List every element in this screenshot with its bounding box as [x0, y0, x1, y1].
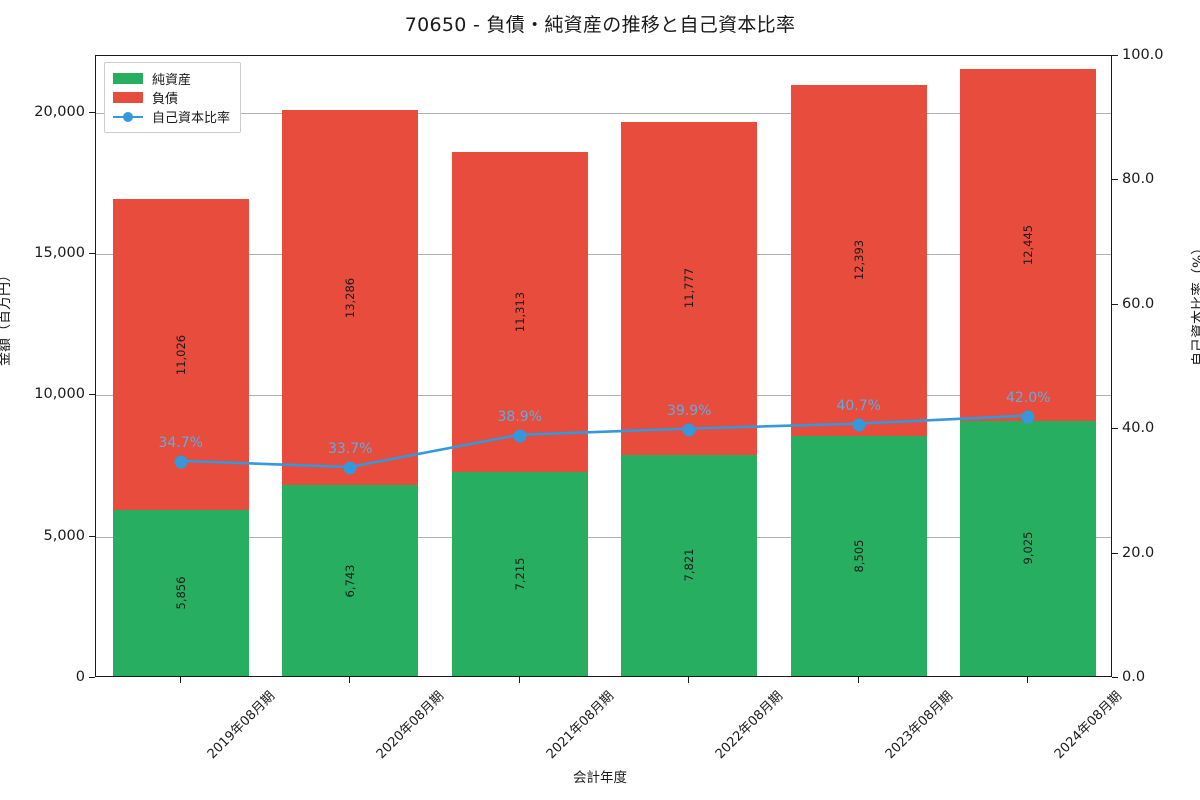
x-tick-mark: [518, 677, 520, 683]
ratio-marker[interactable]: [682, 423, 696, 437]
chart-legend[interactable]: 純資産負債自己資本比率: [104, 62, 242, 133]
x-tick-label: 2024年08月期: [1052, 688, 1126, 763]
legend-swatch-icon: [113, 92, 143, 103]
legend-item-label: 自己資本比率: [152, 111, 231, 126]
legend-item-label: 純資産: [152, 73, 192, 88]
y-tick-label-right: 40.0: [1122, 420, 1155, 437]
bar-segment-equity[interactable]: 6,743: [282, 485, 419, 676]
x-tick-label: 2019年08月期: [204, 688, 278, 763]
ratio-marker[interactable]: [852, 418, 866, 432]
ratio-marker[interactable]: [1021, 410, 1035, 424]
bar-segment-equity[interactable]: 8,505: [790, 435, 927, 676]
y-tick-mark-left: [89, 111, 95, 113]
y-tick-mark-left: [89, 677, 95, 679]
legend-item-label: 負債: [152, 92, 179, 107]
bar-segment-liability[interactable]: 12,393: [790, 85, 927, 436]
x-tick-mark: [857, 677, 859, 683]
gridline: [96, 536, 1111, 538]
chart-title: 70650 - 負債・純資産の推移と自己資本比率: [404, 14, 796, 36]
ratio-value-label: 33.7%: [328, 441, 373, 458]
legend-item[interactable]: 負債: [113, 88, 230, 107]
x-axis-label: 会計年度: [573, 770, 627, 786]
y-tick-mark-left: [89, 535, 95, 537]
ratio-value-label: 34.7%: [158, 435, 203, 452]
y-tick-label-left: 10,000: [34, 386, 85, 403]
bar-segment-equity[interactable]: 9,025: [960, 420, 1097, 676]
x-tick-mark: [1027, 677, 1029, 683]
gridline: [96, 253, 1111, 255]
y-tick-mark-left: [89, 252, 95, 254]
y-tick-mark-right: [1112, 179, 1118, 181]
legend-item[interactable]: 自己資本比率: [113, 107, 230, 126]
x-tick-mark: [349, 677, 351, 683]
bar-segment-liability[interactable]: 11,777: [621, 121, 758, 455]
y-tick-label-right: 20.0: [1122, 544, 1155, 561]
ratio-marker[interactable]: [513, 429, 527, 443]
x-tick-mark: [179, 677, 181, 683]
bar-segment-liability[interactable]: 12,445: [960, 69, 1097, 421]
y-tick-mark-right: [1112, 677, 1118, 679]
legend-item[interactable]: 純資産: [113, 69, 230, 88]
y-tick-label-right: 0.0: [1122, 669, 1146, 685]
y-tick-mark-left: [89, 394, 95, 396]
y-tick-label-left: 20,000: [34, 103, 85, 120]
x-tick-label: 2022年08月期: [713, 688, 787, 763]
y-tick-label-left: 15,000: [34, 244, 85, 261]
gridline: [96, 395, 1111, 397]
plot-area: 5,856 11,026 6,743 13,286 7,215 11,313 7,821 11…: [95, 55, 1112, 677]
legend-line-marker-icon: [113, 111, 143, 122]
ratio-marker[interactable]: [343, 461, 357, 475]
bar-segment-equity[interactable]: 7,821: [621, 454, 758, 676]
legend-swatch-icon: [113, 73, 143, 84]
bar-segment-liability[interactable]: 13,286: [282, 109, 419, 486]
y-tick-mark-right: [1112, 55, 1118, 57]
x-tick-label: 2023年08月期: [882, 688, 956, 763]
gridline: [96, 112, 1111, 114]
ratio-value-label: 38.9%: [497, 409, 542, 426]
data-labels-layer: 34.7% 33.7% 38.9% 39.9% 40.7% 42.0%: [96, 56, 1111, 676]
y-tick-label-left: 5,000: [43, 527, 85, 544]
ratio-line-layer: [180, 414, 1027, 469]
ratio-value-label: 42.0%: [1006, 389, 1051, 406]
y-tick-label-right: 60.0: [1122, 295, 1155, 312]
y-tick-mark-right: [1112, 428, 1118, 430]
bar-segment-liability[interactable]: 11,313: [451, 152, 588, 473]
ratio-value-label: 39.9%: [667, 402, 712, 419]
y-tick-label-right: 80.0: [1122, 171, 1155, 188]
y-axis-label-left: 金額（百万円）: [0, 268, 13, 366]
y-axis-label-right: 自己資本比率（%）: [1191, 240, 1200, 366]
bar-segment-equity[interactable]: 5,856: [112, 510, 249, 676]
ratio-line: [180, 414, 1027, 469]
ratio-value-label: 40.7%: [836, 397, 881, 414]
x-tick-label: 2020年08月期: [374, 688, 448, 763]
y-tick-label-left: 0: [75, 669, 85, 685]
bar-segment-equity[interactable]: 7,215: [451, 472, 588, 676]
x-tick-mark: [688, 677, 690, 683]
y-tick-mark-right: [1112, 552, 1118, 554]
x-tick-label: 2021年08月期: [543, 688, 617, 763]
ratio-marker[interactable]: [174, 455, 188, 469]
y-tick-label-right: 100.0: [1122, 47, 1164, 63]
y-tick-mark-right: [1112, 303, 1118, 305]
